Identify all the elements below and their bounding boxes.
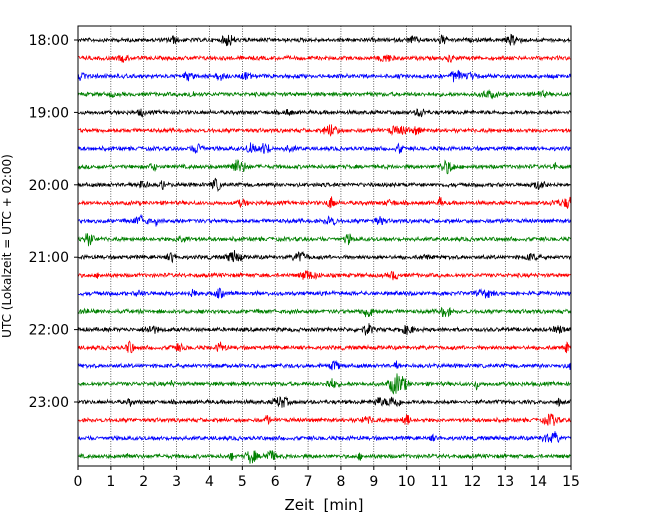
trace-2300 — [77, 396, 572, 408]
trace-1945 — [77, 158, 572, 175]
trace-1830 — [77, 69, 572, 83]
trace-2215 — [77, 340, 572, 354]
x-tick-label: 1 — [106, 474, 115, 490]
x-tick-label: 11 — [431, 474, 449, 490]
x-axis-label: Zeit [min] — [284, 496, 363, 514]
trace-2100 — [77, 249, 572, 264]
y-axis-ticks: 18:00 19:00 20:00 21:00 22:00 23:00 — [29, 33, 78, 411]
seismogram-traces — [77, 33, 572, 464]
x-tick-label: 14 — [529, 474, 547, 490]
x-tick-label: 13 — [496, 474, 514, 490]
y-tick-label: 23:00 — [29, 395, 69, 411]
trace-2115 — [77, 269, 572, 281]
trace-2015 — [77, 196, 572, 209]
trace-2145 — [77, 306, 572, 318]
y-axis-label: UTC (Lokalzeit = UTC + 02:00) — [0, 154, 14, 338]
trace-1915 — [77, 124, 572, 137]
x-tick-label: 0 — [74, 474, 83, 490]
trace-2045 — [77, 233, 572, 247]
trace-2000 — [77, 177, 572, 192]
y-tick-label: 18:00 — [29, 33, 69, 49]
x-tick-label: 10 — [398, 474, 416, 490]
x-tick-label: 4 — [205, 474, 214, 490]
x-tick-label: 7 — [304, 474, 313, 490]
x-tick-label: 8 — [336, 474, 345, 490]
x-tick-label: 15 — [562, 474, 580, 490]
trace-2030 — [77, 213, 572, 227]
trace-2200 — [77, 323, 572, 336]
trace-2230 — [77, 360, 572, 371]
trace-2130 — [77, 287, 572, 299]
y-tick-label: 21:00 — [29, 250, 69, 266]
trace-1800 — [77, 33, 572, 47]
trace-2315 — [77, 413, 572, 426]
x-tick-label: 2 — [139, 474, 148, 490]
plot-frame — [77, 25, 572, 467]
y-tick-label: 22:00 — [29, 323, 69, 339]
x-axis-ticks: 0 1 2 3 4 5 6 7 8 9 10 11 12 13 14 15 — [74, 466, 580, 490]
trace-1900 — [77, 108, 572, 118]
y-tick-label: 19:00 — [29, 105, 69, 121]
trace-1930 — [77, 142, 572, 154]
trace-1815 — [77, 54, 572, 63]
grid-lines — [110, 26, 539, 466]
x-tick-label: 9 — [369, 474, 378, 490]
trace-2245 — [77, 373, 572, 395]
x-tick-label: 12 — [463, 474, 481, 490]
trace-2330 — [77, 431, 572, 444]
y-tick-label: 20:00 — [29, 178, 69, 194]
x-tick-label: 5 — [238, 474, 247, 490]
trace-1845 — [77, 88, 572, 100]
x-tick-label: 3 — [172, 474, 181, 490]
trace-2345 — [77, 450, 572, 464]
x-tick-label: 6 — [271, 474, 280, 490]
